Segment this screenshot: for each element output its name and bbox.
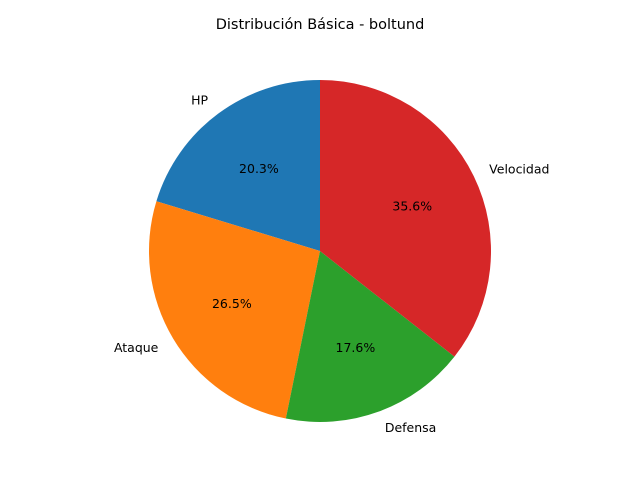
pct-label-ataque: 26.5% (212, 296, 252, 311)
pie-slice-ataque (148, 201, 320, 419)
pie-slice-velocidad (320, 80, 492, 357)
slice-label-ataque: Ataque (114, 340, 159, 355)
pie-slice-hp (156, 79, 320, 251)
pct-label-defensa: 17.6% (336, 340, 376, 355)
pie-labels: HP 20.3% Ataque 26.5% Defensa 17.6% Velocidad 3… (114, 92, 550, 435)
slice-label-velocidad: Velocidad (489, 161, 549, 176)
pct-label-hp: 20.3% (239, 161, 279, 176)
pct-label-velocidad: 35.6% (392, 199, 432, 214)
slice-label-hp: HP (191, 92, 208, 107)
pie-slices (148, 79, 492, 423)
chart-title: Distribución Básica - boltund (216, 17, 425, 33)
pie-slice-defensa (285, 251, 455, 423)
slice-label-defensa: Defensa (385, 420, 437, 435)
